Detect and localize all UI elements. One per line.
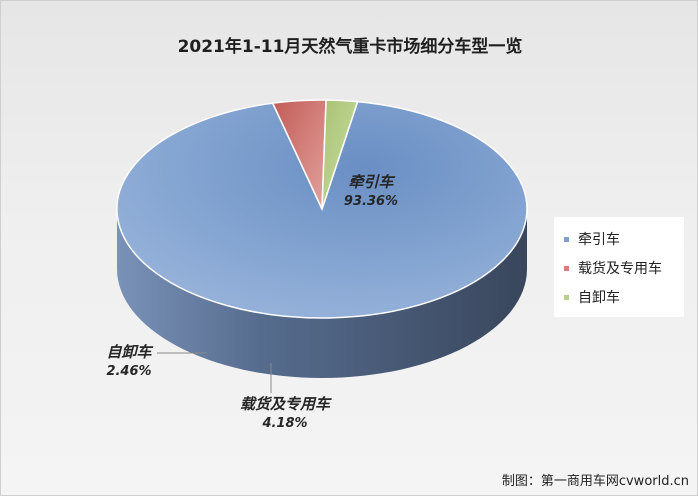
slice-label-name: 牵引车 (348, 173, 394, 191)
slice-label-name: 载货及专用车 (239, 395, 330, 413)
slice-dump (321, 99, 359, 210)
legend-label: 牵引车 (578, 232, 620, 248)
legend: 牵引车 载货及专用车 自卸车 (554, 217, 684, 317)
legend-item-cargo: 载货及专用车 (564, 258, 662, 278)
slice-label-tractor: 牵引车 93.36% (331, 171, 411, 209)
legend-label: 载货及专用车 (578, 261, 662, 277)
slice-label-dump: 自卸车 2.46% (94, 341, 164, 379)
slice-label-name: 自卸车 (106, 343, 152, 361)
slice-label-value: 93.36% (343, 194, 399, 209)
slice-label-value: 2.46% (106, 364, 152, 379)
legend-swatch (564, 265, 569, 271)
legend-swatch (564, 236, 569, 242)
legend-item-tractor: 牵引车 (564, 229, 620, 249)
legend-item-dump: 自卸车 (564, 287, 620, 307)
legend-label: 自卸车 (578, 290, 620, 306)
slice-label-cargo: 载货及专用车 4.18% (220, 393, 350, 431)
slice-side-tractor (117, 209, 527, 378)
slice-label-value: 4.18% (262, 416, 308, 431)
legend-swatch (564, 294, 569, 300)
slice-tractor (116, 100, 528, 319)
chart-title: 2021年1-11月天然气重卡市场细分车型一览 (177, 37, 523, 57)
credit-text: 制图：第一商用车网cvworld.cn (501, 474, 689, 489)
